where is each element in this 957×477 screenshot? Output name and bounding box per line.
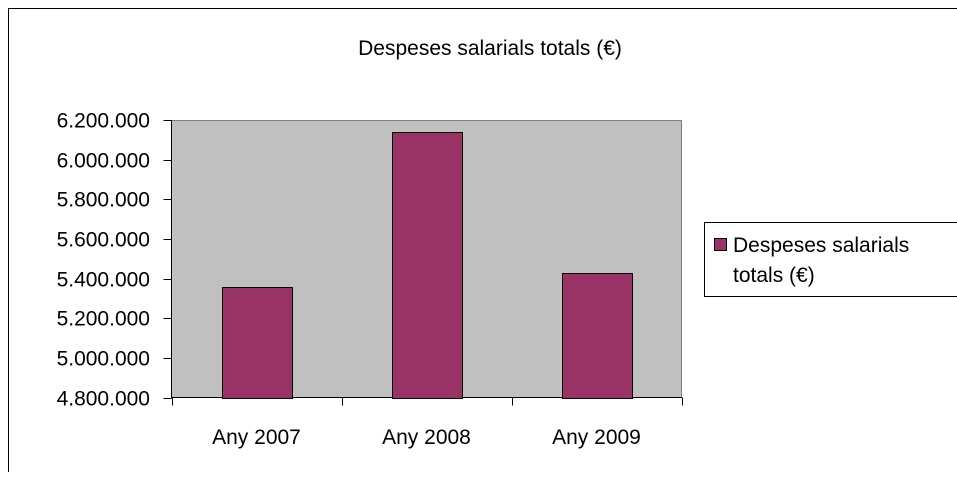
- y-tick-label: 5.200.000: [57, 308, 150, 331]
- y-tick-label: 5.400.000: [57, 269, 150, 292]
- bar: [393, 133, 463, 399]
- y-tick-label: 4.800.000: [57, 388, 150, 411]
- x-tick-label: Any 2007: [212, 426, 301, 449]
- legend-label-line: totals (€): [733, 264, 815, 287]
- y-tick-label: 6.000.000: [57, 150, 150, 173]
- bar: [223, 288, 293, 399]
- legend: Despeses salarials totals (€): [705, 223, 957, 297]
- y-tick-label: 5.600.000: [57, 229, 150, 252]
- x-tick-label: Any 2008: [382, 426, 471, 449]
- legend-swatch: [715, 239, 727, 251]
- bar: [563, 274, 633, 399]
- y-tick-label: 5.000.000: [57, 348, 150, 371]
- y-tick-label: 6.200.000: [57, 110, 150, 133]
- x-tick-label: Any 2009: [552, 426, 641, 449]
- y-tick-label: 5.800.000: [57, 189, 150, 212]
- chart-title: Despeses salarials totals (€): [358, 37, 622, 60]
- legend-label-line: Despeses salarials: [733, 234, 909, 257]
